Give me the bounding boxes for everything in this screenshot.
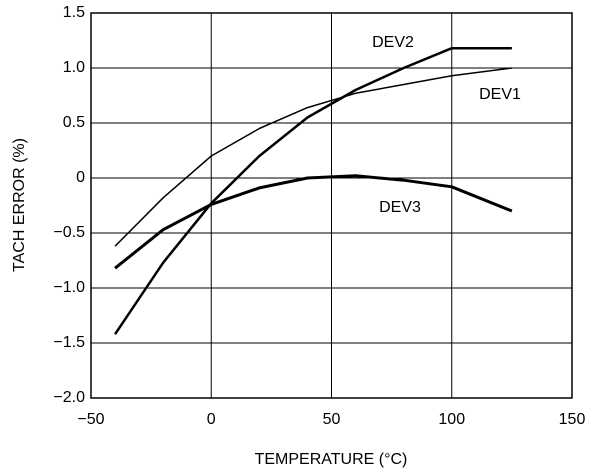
y-tick-label: 1.0 — [63, 59, 85, 76]
series-line — [114, 67, 512, 247]
series-label: DEV1 — [479, 86, 521, 103]
x-tick-label: −50 — [77, 411, 104, 428]
y-tick-label: −1.5 — [53, 334, 85, 351]
plot-border — [90, 12, 573, 399]
y-axis-label: TACH ERROR (%) — [11, 138, 28, 272]
y-tick-label: 0 — [76, 169, 85, 186]
x-tick-label: 100 — [438, 411, 465, 428]
x-axis-label: TEMPERATURE (°C) — [255, 451, 408, 468]
y-tick-label: −0.5 — [53, 224, 85, 241]
series-label: DEV2 — [372, 34, 414, 51]
series-line — [114, 174, 513, 270]
y-tick-label: 1.5 — [63, 4, 85, 21]
series-line — [114, 46, 512, 335]
y-tick-label: −1.0 — [53, 279, 85, 296]
x-tick-label: 0 — [207, 411, 216, 428]
y-tick-label: 0.5 — [63, 114, 85, 131]
series-label: DEV3 — [379, 199, 421, 216]
y-tick-label: −2.0 — [53, 389, 85, 406]
x-tick-label: 150 — [559, 411, 586, 428]
x-tick-label: 50 — [323, 411, 341, 428]
